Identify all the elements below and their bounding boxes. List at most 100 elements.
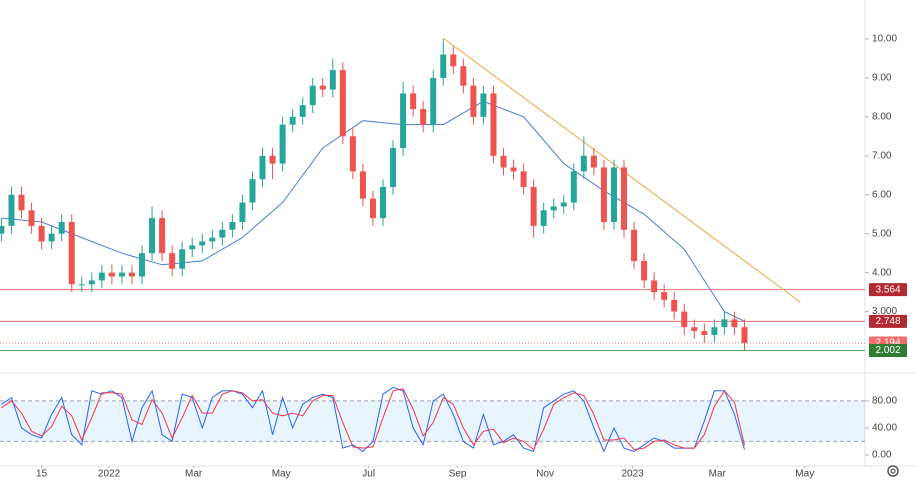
candle-body [390,148,397,187]
gear-center[interactable] [890,468,896,474]
candle-body [309,85,316,106]
candle-body [329,70,336,90]
candle-body [621,167,628,230]
oscillator-line [1,388,745,451]
x-tick-label: May [795,469,814,480]
candle-body [490,93,497,156]
candle-body [139,253,146,277]
price-level-label: 2.194 [875,338,900,349]
x-tick-label: May [272,469,291,480]
candle-body [349,136,356,172]
candle-body [8,194,15,226]
candle-body [550,206,557,211]
candle-body [229,222,236,230]
candle-body [299,105,306,117]
candle-body [189,245,196,250]
candle-body [520,171,527,187]
candle-body [28,210,35,226]
y-tick-label: 5.00 [872,228,892,239]
candle-body [711,327,718,335]
candle-body [530,186,537,226]
candle-body [199,241,206,246]
x-tick-label: 2023 [621,469,644,480]
candle-body [470,85,477,117]
x-tick-label: Nov [536,469,554,480]
candle-body [641,260,648,281]
candle-body [671,299,678,312]
candle-body [681,311,688,328]
price-level-label: 3.564 [875,284,900,295]
candle-body [691,327,698,332]
candle-body [560,202,567,207]
candle-body [369,198,376,219]
candle-body [149,218,156,254]
candle-body [118,272,125,277]
candle-body [440,54,447,78]
candle-body [570,171,577,203]
candle-body [68,222,75,285]
candle-body [610,167,617,222]
y-tick-label: 8.00 [872,111,892,122]
x-tick-label: Jul [362,469,375,480]
gear[interactable] [887,465,899,477]
y-tick-label: 9.00 [872,73,892,84]
x-tick-label: 15 [36,469,48,480]
candle-body [400,93,407,148]
candle-body [731,319,738,328]
candle-body [259,155,266,180]
candle-body [289,116,296,125]
candle-body [430,77,437,125]
candle-body [510,167,517,172]
y-tick-label: 7.00 [872,150,892,161]
candle-body [179,249,186,269]
y-tick-label: 40.00 [872,423,897,434]
candle-body [359,171,366,199]
candle-body [540,210,547,226]
candle-body [18,194,25,211]
candle-body [410,93,417,110]
y-tick-label: 6.00 [872,189,892,200]
y-tick-label: 10.00 [872,34,897,45]
candle-body [339,70,346,137]
candle-body [108,272,115,277]
candle-body [279,124,286,164]
candle-body [0,225,5,234]
candle-body [701,331,708,335]
candle-body [460,66,467,86]
candle-body [88,280,95,285]
candle-body [219,229,226,238]
candle-body [590,155,597,168]
candle-body [651,280,658,293]
candle-body [661,292,668,300]
candle-body [741,327,748,344]
y-tick-label: 80.00 [872,396,897,407]
moving-average [1,100,745,322]
candle-body [78,284,85,286]
candle-body [600,167,607,222]
settings-icon[interactable] [887,465,899,477]
price-level-label: 2.748 [875,316,900,327]
candle-body [450,54,457,67]
candle-body [159,218,166,254]
candle-body [420,109,427,125]
candle-body [38,225,45,242]
oscillator-band [0,400,865,442]
price-level-badge [869,343,907,357]
candle-body [721,319,728,328]
candle-body [269,155,276,164]
candle-body [380,186,387,219]
candle-body [249,179,256,203]
y-tick-label: 4.00 [872,267,892,278]
x-tick-label: Sep [449,469,467,480]
price-level-badge [869,314,907,328]
candle-body [319,85,326,90]
candle-body [480,93,487,117]
candle-body [98,272,105,281]
price-level-label: 2.002 [875,345,900,356]
candle-body [239,202,246,222]
x-tick-label: Mar [185,469,203,480]
y-tick-label: 0.00 [872,450,892,461]
y-tick-label: 3.000 [872,306,897,317]
candle-body [58,222,65,234]
